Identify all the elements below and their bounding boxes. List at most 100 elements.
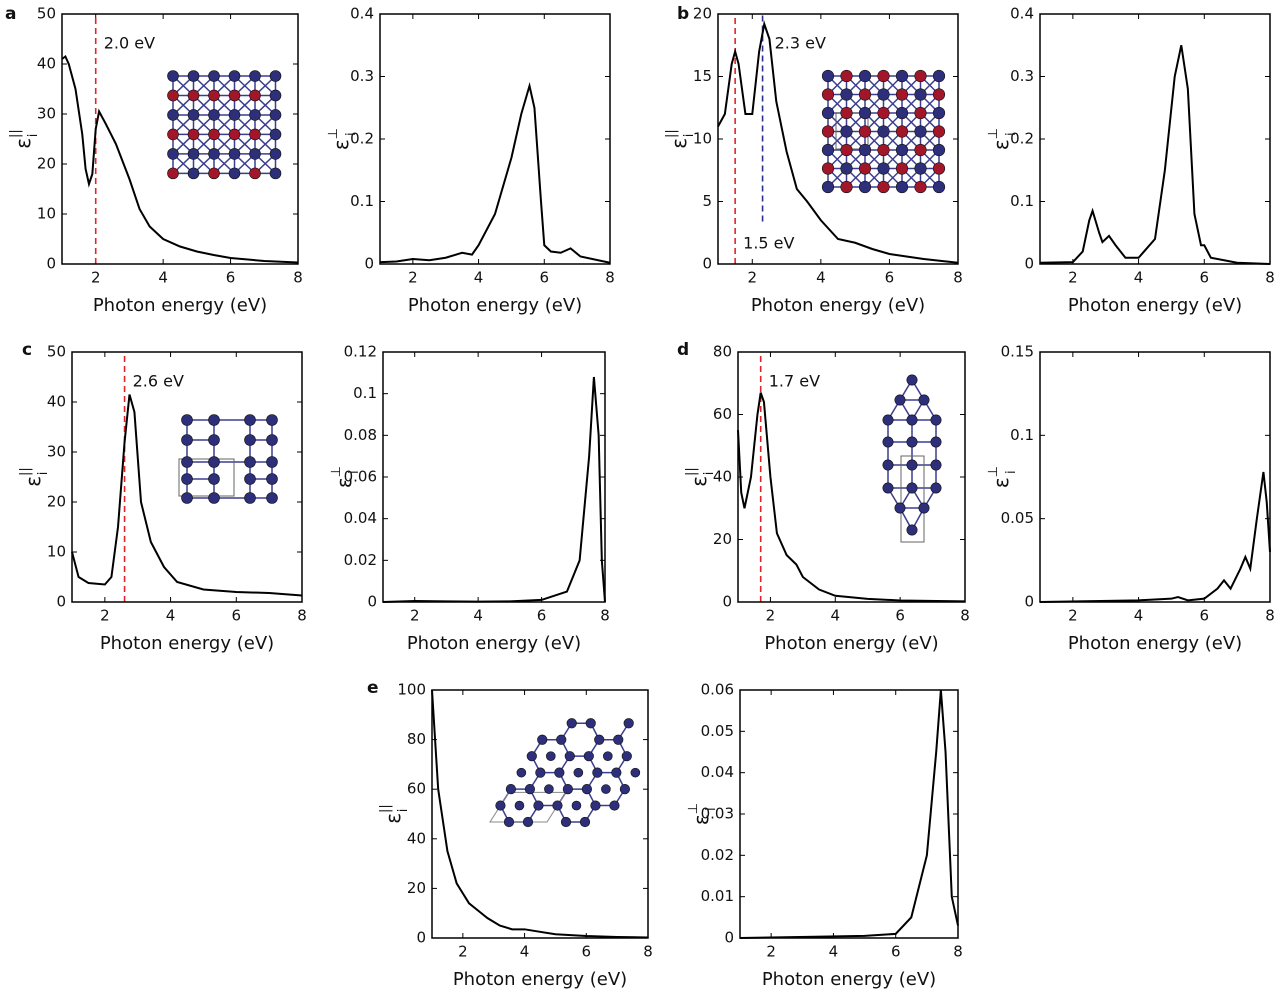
- atom: [877, 180, 890, 194]
- atom: [208, 434, 220, 446]
- atom: [208, 167, 220, 180]
- x-tick-label: 4: [166, 607, 176, 625]
- atom: [858, 180, 872, 194]
- atom: [877, 106, 890, 120]
- atom: [228, 89, 241, 102]
- atom: [840, 162, 853, 175]
- atom: [602, 751, 613, 761]
- atom: [181, 434, 193, 446]
- y-label-base: ε: [381, 813, 405, 824]
- atom: [266, 456, 278, 468]
- atom: [858, 69, 872, 83]
- atom: [552, 800, 563, 811]
- x-axis-label: Photon energy (eV): [408, 295, 582, 316]
- y-label-sup: ||: [378, 804, 393, 813]
- atom: [208, 128, 220, 141]
- data-line: [1039, 471, 1271, 603]
- atom: [630, 767, 641, 778]
- x-axis-label: Photon energy (eV): [751, 295, 925, 316]
- atom: [821, 143, 835, 157]
- atom: [895, 106, 909, 120]
- y-tick-label: 0.4: [350, 5, 374, 23]
- atom: [858, 106, 872, 120]
- plot-frame: [382, 351, 606, 603]
- y-tick-label: 20: [407, 879, 426, 897]
- plot-frame: [431, 689, 649, 939]
- x-axis-label: Photon energy (eV): [453, 969, 627, 990]
- y-label-base: ε: [689, 814, 713, 825]
- y-label-sup: ⊥: [986, 466, 1001, 477]
- atom: [858, 125, 872, 138]
- y-label-sub: i: [682, 134, 697, 138]
- x-tick-label: 6: [232, 607, 242, 625]
- atom: [545, 751, 556, 761]
- atom: [167, 109, 179, 121]
- x-tick-label: 2: [748, 269, 758, 287]
- y-tick-label: 0.15: [1001, 343, 1034, 361]
- plot-frame: [717, 13, 959, 265]
- y-tick-label: 0.1: [353, 384, 377, 402]
- atom: [621, 751, 632, 762]
- y-tick-label: 20: [47, 493, 66, 511]
- y-tick-label: 0.02: [701, 846, 734, 864]
- unit-cell: [900, 455, 925, 543]
- y-tick-label: 0.12: [344, 343, 377, 361]
- y-label-base: ε: [329, 139, 353, 150]
- atom: [228, 148, 241, 160]
- plot-frame: [71, 351, 303, 603]
- atom: [524, 783, 536, 795]
- atom: [266, 492, 278, 504]
- y-tick-label: 60: [407, 780, 426, 798]
- y-label-base: ε: [667, 138, 691, 149]
- x-axis-label: Photon energy (eV): [100, 633, 274, 654]
- atom: [821, 125, 835, 138]
- y-tick-label: 0.1: [1010, 426, 1034, 444]
- atom: [583, 751, 594, 762]
- annotation-label: 2.6 eV: [133, 372, 184, 391]
- y-tick-label: 40: [713, 468, 732, 486]
- y-label-base: ε: [11, 138, 35, 149]
- x-tick-label: 8: [643, 943, 653, 961]
- y-tick-label: 10: [37, 205, 56, 223]
- atom: [208, 70, 220, 82]
- atom: [562, 783, 574, 795]
- atom: [906, 374, 918, 386]
- atom: [840, 180, 853, 194]
- atom: [613, 734, 624, 745]
- annotation-label: 2.3 eV: [775, 34, 826, 53]
- y-axis-label: ε⊥ i: [686, 803, 719, 825]
- panel-label: d: [677, 340, 689, 360]
- atom: [581, 783, 593, 795]
- atom: [858, 162, 872, 175]
- atom: [526, 751, 537, 762]
- atom: [914, 143, 927, 157]
- x-tick-label: 2: [458, 943, 468, 961]
- atom: [244, 414, 256, 426]
- y-tick-label: 60: [713, 405, 732, 423]
- y-tick-label: 0: [56, 593, 66, 611]
- y-label-sup: ||: [8, 129, 23, 138]
- y-tick-label: 10: [47, 543, 66, 561]
- x-tick-label: 8: [953, 269, 963, 287]
- y-label-sup: ⊥: [986, 128, 1001, 139]
- x-tick-label: 4: [158, 269, 168, 287]
- plot-frame: [1039, 351, 1271, 603]
- x-tick-label: 4: [474, 269, 484, 287]
- x-axis-label: Photon energy (eV): [93, 295, 267, 316]
- x-tick-label: 6: [226, 269, 236, 287]
- atom: [895, 88, 909, 101]
- x-tick-label: 8: [960, 607, 970, 625]
- data-line: [71, 394, 303, 597]
- x-tick-label: 2: [408, 269, 418, 287]
- atom: [840, 69, 853, 83]
- atom: [556, 734, 567, 745]
- atom: [269, 89, 282, 102]
- y-tick-label: 30: [47, 443, 66, 461]
- x-axis-label: Photon energy (eV): [1068, 295, 1242, 316]
- atom: [228, 109, 241, 121]
- atom: [932, 88, 946, 101]
- atom: [914, 162, 927, 175]
- atom: [914, 180, 927, 194]
- y-tick-label: 20: [713, 530, 732, 548]
- atom: [821, 180, 835, 194]
